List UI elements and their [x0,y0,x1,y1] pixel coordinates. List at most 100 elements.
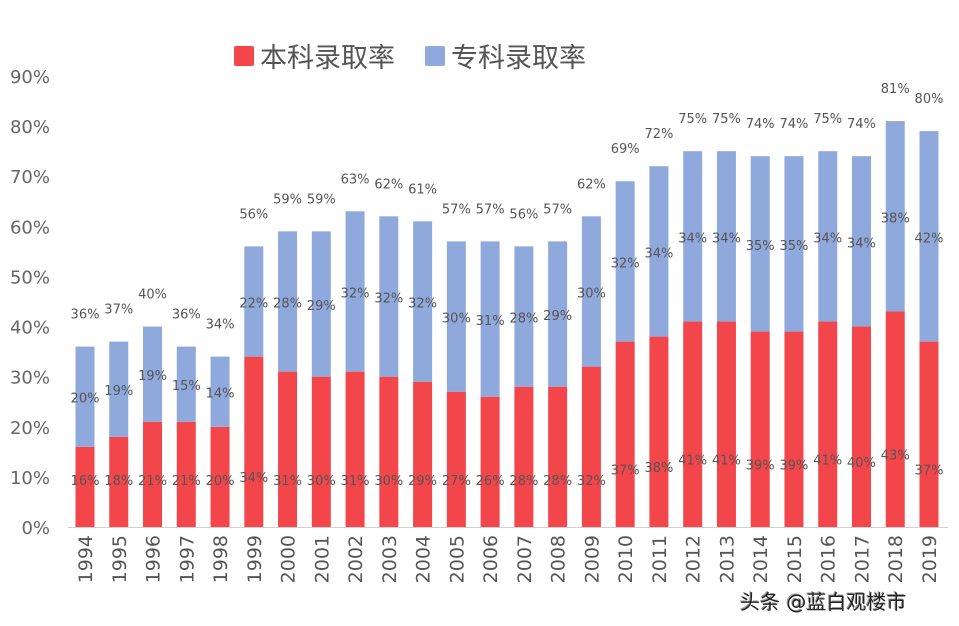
bar-college [649,166,669,337]
data-label-undergrad: 43% [881,448,910,463]
bar-undergrad [109,436,129,527]
data-label-college: 32% [408,297,437,312]
data-label-college: 30% [577,286,606,301]
x-tick-label: 2016 [818,535,840,583]
data-label-undergrad: 28% [543,474,572,489]
data-label-college: 35% [746,239,775,254]
x-tick-label: 2010 [615,535,637,583]
x-tick-label: 1996 [143,535,165,583]
bar-college [210,356,230,427]
x-tick-label: 2003 [379,535,401,583]
data-label-college: 29% [543,309,572,324]
data-label-undergrad: 21% [172,474,201,489]
bar-undergrad [750,331,770,527]
x-tick-label: 2014 [750,535,772,583]
x-tick-label: 1999 [244,535,266,583]
data-label-undergrad: 34% [239,471,268,486]
bar-college [615,181,635,342]
data-label-undergrad: 38% [644,461,673,476]
x-tick-label: 2006 [480,535,502,583]
data-label-college: 35% [780,239,809,254]
bar-college [716,151,736,322]
data-label-college: 20% [71,392,100,407]
watermark: 头条 @蓝白观楼市 [740,590,907,614]
data-label-college: 19% [138,369,167,384]
bar-college [109,341,129,437]
legend-label-college: 专科录取率 [451,43,586,74]
data-label-college: 34% [678,231,707,246]
data-label-college: 22% [239,297,268,312]
total-label: 75% [712,112,741,127]
bar-college [514,246,534,387]
data-label-college: 34% [847,236,876,251]
total-label: 69% [611,142,640,157]
data-label-college: 19% [104,384,133,399]
total-label: 75% [678,112,707,127]
bar-college [278,231,298,372]
y-tick-label: 90% [10,67,50,88]
bar-college [885,121,905,312]
y-tick-label: 10% [10,468,50,489]
bar-college [446,241,466,392]
total-label: 62% [374,177,403,192]
legend-label-undergrad: 本科录取率 [260,43,395,74]
legend-swatch-college [425,45,445,66]
bar-undergrad [615,341,635,527]
y-tick-label: 40% [10,318,50,339]
x-tick-label: 2017 [851,535,873,583]
data-label-undergrad: 31% [341,474,370,489]
data-label-undergrad: 21% [138,474,167,489]
y-tick-label: 50% [10,267,50,288]
total-label: 74% [746,117,775,132]
bar-undergrad [176,421,196,527]
x-tick-label: 2008 [548,535,570,583]
data-label-college: 34% [813,231,842,246]
bar-undergrad [851,326,871,527]
total-label: 75% [813,112,842,127]
legend-item-college: 专科录取率 [425,36,586,75]
data-label-college: 32% [341,286,370,301]
bar-undergrad [885,311,905,527]
bar-undergrad [143,421,163,527]
bar-college [480,241,500,397]
y-tick-label: 70% [10,167,50,188]
bar-undergrad [683,321,703,527]
total-label: 36% [172,308,201,323]
data-label-undergrad: 41% [678,453,707,468]
total-label: 56% [239,207,268,222]
total-label: 59% [273,192,302,207]
bar-college [919,131,939,342]
total-label: 63% [341,172,370,187]
bar-college [379,216,399,377]
bar-undergrad [784,331,804,527]
data-label-undergrad: 16% [71,474,100,489]
data-label-undergrad: 30% [307,474,336,489]
total-label: 57% [442,202,471,217]
x-tick-label: 2015 [784,535,806,583]
data-label-college: 15% [172,379,201,394]
x-tick-label: 2002 [345,535,367,583]
total-label: 72% [644,127,673,142]
total-label: 57% [543,202,572,217]
y-tick-label: 30% [10,368,50,389]
bar-undergrad [311,376,331,527]
y-tick-label: 0% [21,518,50,539]
x-tick-label: 2013 [716,535,738,583]
data-label-college: 31% [476,314,505,329]
data-label-undergrad: 41% [712,453,741,468]
data-label-college: 29% [307,299,336,314]
x-tick-label: 2007 [514,535,536,583]
total-label: 37% [104,303,133,318]
x-tick-label: 2000 [278,535,300,583]
bar-undergrad [75,446,95,527]
bar-college [311,231,331,377]
bar-undergrad [818,321,838,527]
bar-college [851,156,871,327]
total-label: 62% [577,177,606,192]
data-label-college: 32% [374,291,403,306]
total-label: 74% [847,117,876,132]
x-tick-label: 2019 [919,535,941,583]
data-label-college: 28% [273,297,302,312]
total-label: 59% [307,192,336,207]
bar-college [818,151,838,322]
